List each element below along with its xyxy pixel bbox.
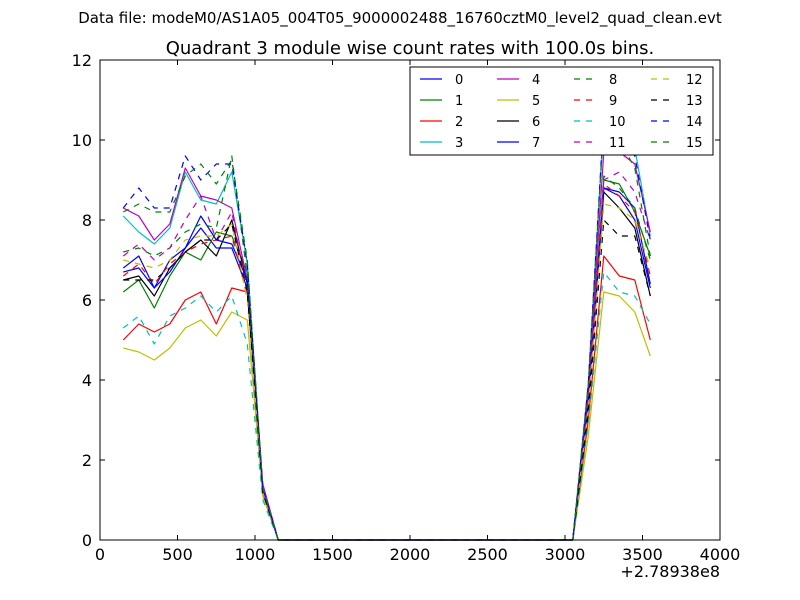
legend-label-9: 9	[609, 94, 617, 109]
series-line-1	[122, 179, 651, 541]
legend-label-1: 1	[455, 94, 463, 109]
series-line-15	[123, 119, 651, 541]
series-line-8	[123, 155, 651, 541]
legend-label-8: 8	[609, 73, 617, 88]
x-tick-label: 4000	[700, 545, 741, 564]
series-layer	[122, 115, 651, 541]
legend-label-3: 3	[455, 136, 463, 151]
legend-label-10: 10	[609, 115, 626, 130]
series-line-11	[122, 171, 651, 541]
legend-label-6: 6	[532, 115, 540, 130]
legend-label-2: 2	[455, 115, 463, 130]
axis-ticks: 0 500 1000 1500 2000 2500 3000 3500 400002468101…	[72, 51, 741, 564]
x-tick-label: 1500	[312, 545, 353, 564]
y-tick-label: 8	[82, 211, 92, 230]
x-tick-label: 2000	[390, 545, 431, 564]
legend-label-4: 4	[532, 73, 540, 88]
x-tick-label: 1000	[235, 545, 276, 564]
y-tick-label: 10	[72, 131, 92, 150]
legend-label-0: 0	[455, 73, 463, 88]
series-line-10	[122, 271, 651, 541]
series-line-14	[122, 115, 651, 541]
x-tick-label: 2500	[467, 545, 508, 564]
legend-label-11: 11	[609, 136, 626, 151]
x-tick-label: 0	[95, 545, 105, 564]
x-offset-label: +2.78938e8	[620, 562, 720, 581]
x-tick-label: 3000	[545, 545, 586, 564]
x-tick-label: 3500	[622, 545, 663, 564]
y-tick-label: 12	[72, 51, 92, 70]
chart-suptitle: Data file: modeM0/AS1A05_004T05_90000024…	[78, 9, 722, 28]
series-line-4	[123, 151, 651, 541]
series-line-12	[123, 203, 651, 541]
legend-box	[409, 66, 714, 156]
series-line-3	[122, 123, 651, 541]
y-tick-label: 6	[82, 291, 92, 310]
legend-label-12: 12	[686, 73, 703, 88]
y-tick-label: 2	[82, 451, 92, 470]
legend-label-7: 7	[532, 136, 540, 151]
legend-label-14: 14	[686, 115, 703, 130]
legend-label-15: 15	[686, 136, 703, 151]
legend-label-5: 5	[532, 94, 540, 109]
series-line-2	[122, 255, 651, 541]
chart-title: Quadrant 3 module wise count rates with …	[166, 38, 655, 59]
series-line-9	[122, 183, 651, 541]
y-tick-label: 0	[82, 531, 92, 550]
y-tick-label: 4	[82, 371, 92, 390]
series-line-13	[123, 219, 651, 541]
legend-label-13: 13	[686, 94, 703, 109]
series-line-5	[123, 291, 651, 541]
x-tick-label: 500	[162, 545, 193, 564]
